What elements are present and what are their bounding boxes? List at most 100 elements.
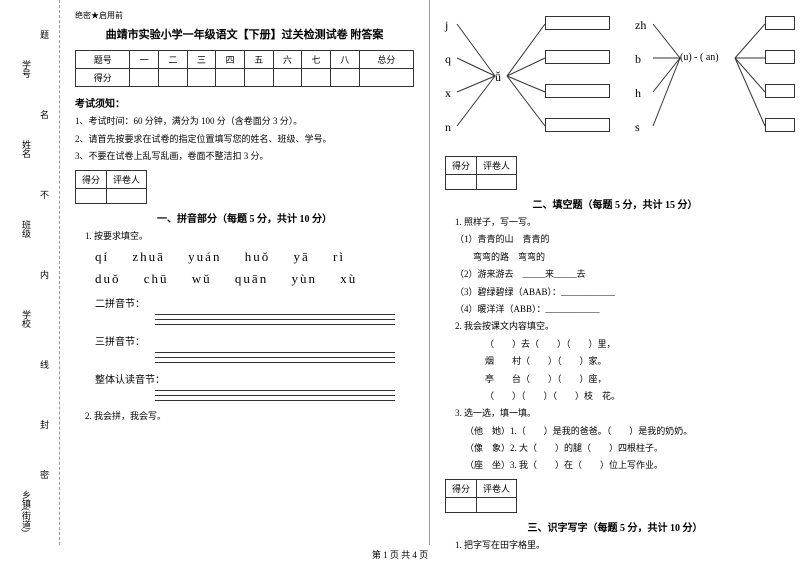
table-row: 得分 bbox=[76, 69, 414, 87]
q-sub: （座 坐）3. 我（ ）在（ ）位上写作业。 bbox=[445, 458, 785, 472]
score-table: 题号 一 二 三 四 五 六 七 八 总分 得分 bbox=[75, 50, 414, 87]
pinyin: rì bbox=[333, 249, 345, 264]
sub-label-2pin: 二拼音节： bbox=[75, 295, 414, 310]
th: 五 bbox=[244, 51, 273, 69]
td bbox=[159, 69, 188, 87]
answer-box bbox=[545, 118, 610, 132]
td: 得分 bbox=[76, 69, 130, 87]
answer-box bbox=[545, 50, 610, 64]
q-sub: 弯弯的路 弯弯的 bbox=[445, 250, 785, 264]
td bbox=[76, 188, 107, 203]
sub-label-3pin: 三拼音节： bbox=[75, 333, 414, 348]
margin-marker: 题 bbox=[38, 30, 51, 39]
answer-box bbox=[765, 84, 795, 98]
grader-table: 得分评卷人 bbox=[445, 479, 517, 513]
table-row: 得分评卷人 bbox=[76, 170, 147, 188]
pinyin: duǒ bbox=[95, 271, 121, 286]
grader-table: 得分评卷人 bbox=[445, 156, 517, 190]
th: 三 bbox=[187, 51, 216, 69]
pinyin: qí bbox=[95, 249, 109, 264]
margin-marker: 密 bbox=[38, 470, 51, 479]
answer-box bbox=[545, 84, 610, 98]
binding-margin: 题 学号 名 姓名 不 班级 内 学校 线 封 密 乡镇(街道) bbox=[0, 0, 60, 545]
margin-marker: 内 bbox=[38, 270, 51, 279]
td: 得分 bbox=[446, 157, 477, 175]
answer-box bbox=[545, 16, 610, 30]
pinyin: zhuā bbox=[132, 249, 165, 264]
pinyin: wǔ bbox=[192, 271, 212, 286]
th: 题号 bbox=[76, 51, 130, 69]
th: 八 bbox=[330, 51, 359, 69]
th: 四 bbox=[216, 51, 245, 69]
pinyin: yā bbox=[293, 249, 309, 264]
td bbox=[244, 69, 273, 87]
td bbox=[130, 69, 159, 87]
td bbox=[302, 69, 331, 87]
notice-heading: 考试须知： bbox=[75, 95, 414, 110]
td bbox=[446, 175, 477, 190]
margin-label-town: 乡镇(街道) bbox=[20, 490, 33, 532]
exam-title: 曲靖市实验小学一年级语文【下册】过关检测试卷 附答案 bbox=[75, 26, 414, 42]
table-row: 得分评卷人 bbox=[446, 157, 517, 175]
section-1-title: 一、拼音部分（每题 5 分，共计 10 分） bbox=[75, 210, 414, 225]
page-footer: 第 1 页 共 4 页 bbox=[0, 548, 800, 561]
td bbox=[477, 497, 517, 512]
q-sub: （1）青青的山 青青的 bbox=[445, 232, 785, 246]
section-3-title: 三、识字写字（每题 5 分，共计 10 分） bbox=[445, 519, 785, 534]
column-right: j q x n ǚ zh b h s (u) - bbox=[430, 0, 800, 545]
margin-label-id: 学号 bbox=[20, 60, 33, 78]
pinyin: quān bbox=[235, 271, 268, 286]
q-sub: （4）暖洋洋（ABB）：____________ bbox=[445, 302, 785, 316]
q-sub: 烟 村（ ）（ ）家。 bbox=[445, 354, 785, 368]
sub-label-whole: 整体认读音节： bbox=[75, 371, 414, 386]
margin-marker: 不 bbox=[38, 190, 51, 199]
td: 得分 bbox=[446, 479, 477, 497]
th: 二 bbox=[159, 51, 188, 69]
td: 评卷人 bbox=[477, 479, 517, 497]
pinyin: xù bbox=[340, 271, 357, 286]
margin-marker: 封 bbox=[38, 420, 51, 429]
td bbox=[187, 69, 216, 87]
answer-lines bbox=[155, 390, 414, 401]
pinyin: huǒ bbox=[245, 249, 271, 264]
margin-marker: 线 bbox=[38, 360, 51, 369]
margin-label-class: 班级 bbox=[20, 220, 33, 238]
confidential-tag: 绝密★启用前 bbox=[75, 10, 414, 21]
td bbox=[273, 69, 302, 87]
margin-marker: 名 bbox=[38, 110, 51, 119]
th: 七 bbox=[302, 51, 331, 69]
pinyin-row-1: qí zhuā yuán huǒ yā rì bbox=[75, 249, 414, 265]
margin-label-name: 姓名 bbox=[20, 140, 33, 158]
page-container: 题 学号 名 姓名 不 班级 内 学校 线 封 密 乡镇(街道) 绝密★启用前 … bbox=[0, 0, 800, 545]
q-sub: （ ）去（ ）（ ）里， bbox=[445, 337, 785, 351]
th: 总分 bbox=[359, 51, 413, 69]
margin-label-school: 学校 bbox=[20, 310, 33, 328]
td bbox=[359, 69, 413, 87]
q-sub: （3）碧绿碧绿（ABAB）：____________ bbox=[445, 285, 785, 299]
section-2-title: 二、填空题（每题 5 分，共计 15 分） bbox=[445, 196, 785, 211]
td bbox=[477, 175, 517, 190]
td bbox=[216, 69, 245, 87]
answer-box bbox=[765, 118, 795, 132]
question: 2. 我会按课文内容填空。 bbox=[445, 319, 785, 333]
q-sub: （2）游来游去 _____来_____去 bbox=[445, 267, 785, 281]
q-sub: 亭 台（ ）（ ）座， bbox=[445, 372, 785, 386]
answer-box bbox=[765, 50, 795, 64]
table-row bbox=[446, 497, 517, 512]
answer-box bbox=[765, 16, 795, 30]
pinyin-diagram: j q x n ǚ zh b h s (u) - bbox=[445, 10, 785, 150]
table-row: 题号 一 二 三 四 五 六 七 八 总分 bbox=[76, 51, 414, 69]
pinyin-row-2: duǒ chū wǔ quān yùn xù bbox=[75, 271, 414, 287]
answer-lines bbox=[155, 352, 414, 363]
th: 一 bbox=[130, 51, 159, 69]
pinyin: chū bbox=[144, 271, 169, 286]
notice-line: 2、请首先按要求在试卷的指定位置填写您的姓名、班级、学号。 bbox=[75, 133, 414, 147]
question-2: 2. 我会拼，我会写。 bbox=[75, 409, 414, 423]
table-row bbox=[76, 188, 147, 203]
question: 1. 照样子，写一写。 bbox=[445, 215, 785, 229]
answer-lines bbox=[155, 314, 414, 325]
td: 得分 bbox=[76, 170, 107, 188]
td bbox=[330, 69, 359, 87]
td bbox=[107, 188, 147, 203]
notice-line: 3、不要在试卷上乱写乱画，卷面不整洁扣 3 分。 bbox=[75, 150, 414, 164]
